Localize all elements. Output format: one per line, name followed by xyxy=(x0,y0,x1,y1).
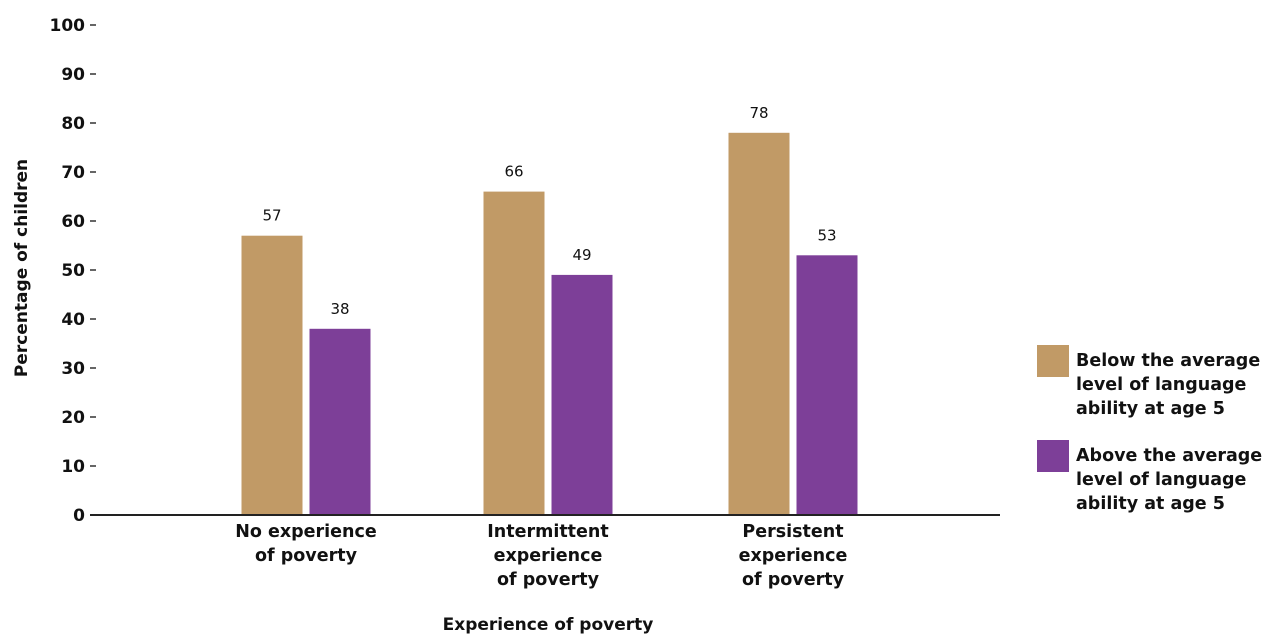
bar xyxy=(551,274,613,515)
legend: Below the average level of language abilit… xyxy=(1037,345,1262,514)
data-label: 38 xyxy=(330,300,349,318)
data-label: 49 xyxy=(572,246,591,264)
y-tick-label: 0 xyxy=(73,506,85,526)
bar xyxy=(796,255,858,516)
bar xyxy=(728,132,790,516)
bars xyxy=(241,132,858,516)
x-axis-categories: No experience of poverty Intermittent exper… xyxy=(235,522,847,590)
x-tick-label: No experience of poverty xyxy=(235,522,377,566)
y-axis: 0 10 20 30 40 50 60 70 80 90 100 xyxy=(50,16,96,526)
y-tick-label: 10 xyxy=(61,457,85,477)
y-tick-label: 70 xyxy=(61,163,85,183)
data-labels: 57 66 78 38 49 53 xyxy=(262,104,836,318)
x-tick-label: Persistent experience of poverty xyxy=(739,522,848,590)
bar xyxy=(483,191,545,515)
y-tick-label: 60 xyxy=(61,212,85,232)
x-axis-title: Experience of poverty xyxy=(443,615,654,634)
legend-swatch xyxy=(1037,440,1069,472)
data-label: 78 xyxy=(749,104,768,122)
data-label: 66 xyxy=(504,163,523,181)
legend-label: Above the average level of language abilit… xyxy=(1076,446,1262,514)
legend-swatch xyxy=(1037,345,1069,377)
y-tick-label: 30 xyxy=(61,359,85,379)
y-tick-label: 100 xyxy=(50,16,86,36)
bar xyxy=(241,235,303,515)
y-tick-label: 40 xyxy=(61,310,85,330)
y-tick-label: 50 xyxy=(61,261,85,281)
y-tick-label: 20 xyxy=(61,408,85,428)
y-tick-label: 90 xyxy=(61,65,85,85)
bar xyxy=(309,328,371,515)
legend-label: Below the average level of language abilit… xyxy=(1076,351,1260,419)
x-tick-label: Intermittent experience of poverty xyxy=(487,522,609,590)
data-label: 57 xyxy=(262,207,281,225)
y-tick-label: 80 xyxy=(61,114,85,134)
data-label: 53 xyxy=(817,226,836,244)
y-axis-title: Percentage of children xyxy=(12,159,32,377)
